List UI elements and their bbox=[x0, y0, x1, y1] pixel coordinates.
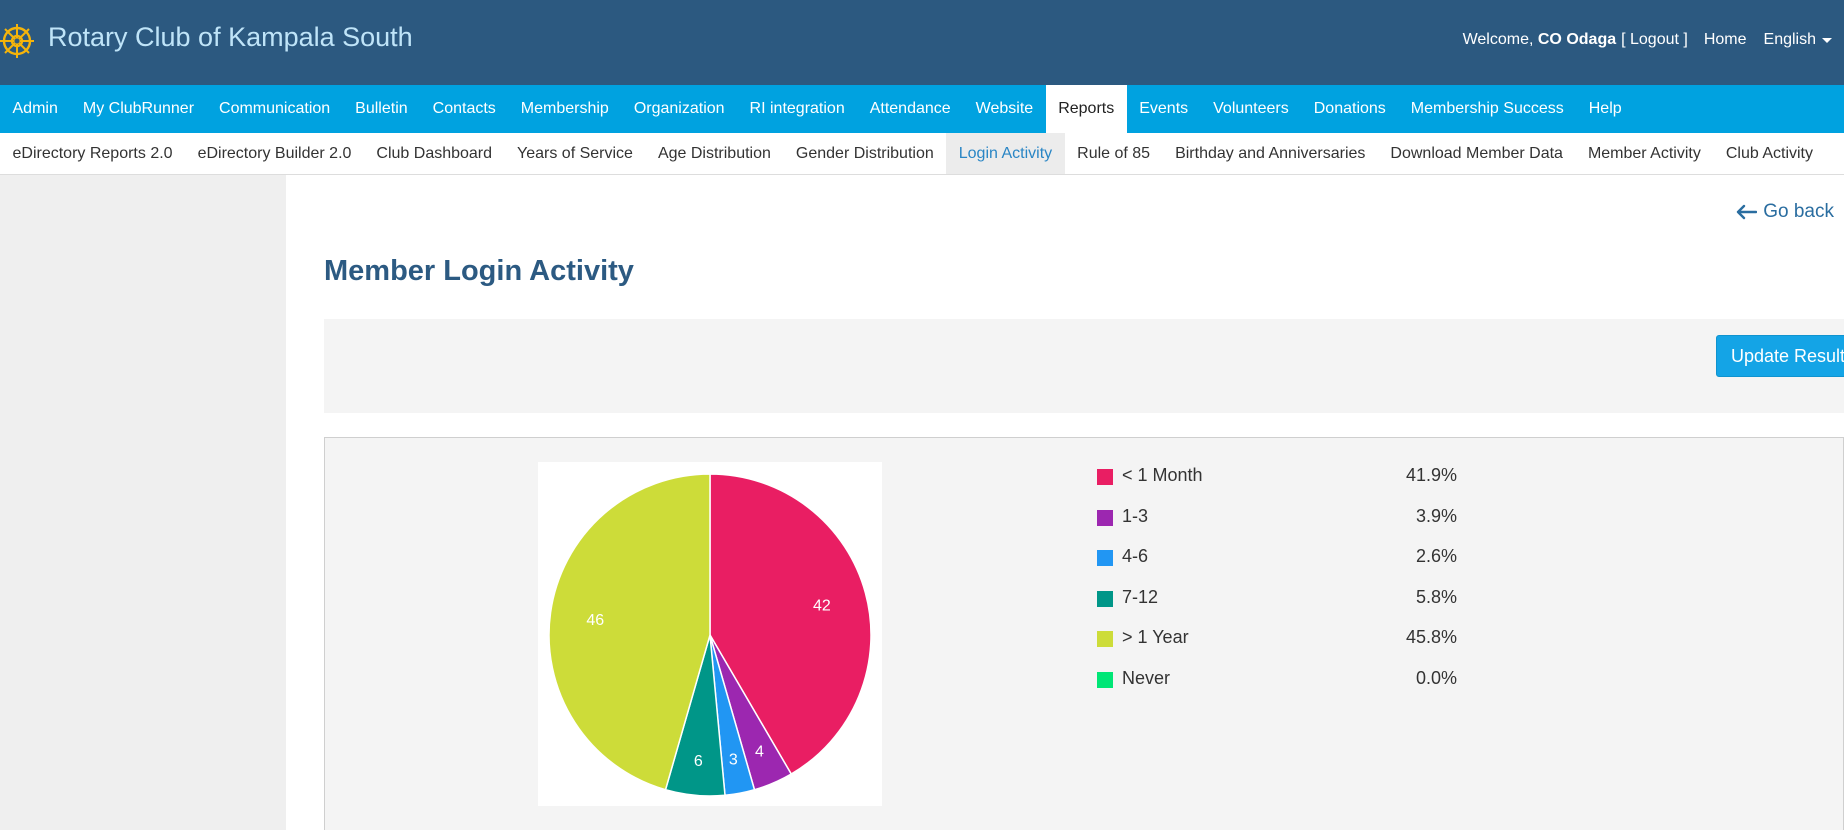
subnav-item-club-dashboard[interactable]: Club Dashboard bbox=[376, 145, 493, 162]
legend-label: < 1 Month bbox=[1122, 465, 1203, 485]
subnav-item-rule-of-85[interactable]: Rule of 85 bbox=[1077, 145, 1151, 162]
nav-item-help[interactable]: Help bbox=[1588, 100, 1622, 117]
subnav-item-edirectory-builder-2-0[interactable]: eDirectory Builder 2.0 bbox=[197, 145, 352, 162]
caret-down-icon bbox=[1822, 37, 1832, 43]
home-link[interactable]: Home bbox=[1703, 31, 1747, 48]
subnav-item-download-member-data[interactable]: Download Member Data bbox=[1390, 145, 1563, 162]
nav-item-ri-integration[interactable]: RI integration bbox=[749, 100, 845, 117]
filter-panel: Update Results bbox=[324, 319, 1844, 413]
legend-percent: 41.9% bbox=[1405, 465, 1457, 485]
subnav-item-years-of-service[interactable]: Years of Service bbox=[517, 145, 633, 162]
main-navigation: Admin My ClubRunner Communication Bulletin C… bbox=[0, 85, 1844, 133]
legend-swatch bbox=[1097, 509, 1113, 526]
legend-item: 4-6 2.6% bbox=[1097, 546, 1457, 587]
legend-percent: 2.6% bbox=[1415, 546, 1457, 566]
legend-swatch bbox=[1097, 469, 1113, 485]
nav-item-website[interactable]: Website bbox=[975, 100, 1034, 117]
legend-item: Never 0.0% bbox=[1097, 668, 1457, 709]
reports-subnavigation: eDirectory Reports 2.0 eDirectory Builder… bbox=[0, 133, 1844, 175]
logout-link[interactable]: [ Logout ] bbox=[1621, 31, 1688, 48]
chart-legend: < 1 Month 41.9% 1-3 3.9% 4-6 2.6% 7-12 5.8% > 1 … bbox=[1097, 465, 1457, 708]
legend-label: 4-6 bbox=[1122, 546, 1149, 566]
pie-data-label: 4 bbox=[755, 743, 764, 760]
subnav-item-login-activity[interactable]: Login Activity bbox=[946, 133, 1065, 174]
nav-item-my-clubrunner[interactable]: My ClubRunner bbox=[82, 100, 195, 117]
legend-swatch bbox=[1097, 550, 1113, 566]
nav-item-donations[interactable]: Donations bbox=[1313, 100, 1386, 117]
nav-item-organization[interactable]: Organization bbox=[633, 100, 725, 117]
arrow-left-icon bbox=[1737, 204, 1758, 220]
pie-data-label: 42 bbox=[813, 598, 831, 615]
legend-swatch bbox=[1097, 671, 1113, 688]
nav-item-admin[interactable]: Admin bbox=[12, 100, 58, 117]
legend-item: < 1 Month 41.9% bbox=[1097, 465, 1457, 506]
pie-slice-1-year[interactable] bbox=[548, 473, 711, 791]
user-name: CO Odaga bbox=[1537, 31, 1617, 48]
pie-data-label: 6 bbox=[694, 753, 703, 770]
nav-item-membership-success[interactable]: Membership Success bbox=[1410, 100, 1564, 117]
go-back-link[interactable]: Go back bbox=[1735, 201, 1834, 223]
nav-item-attendance[interactable]: Attendance bbox=[869, 100, 951, 117]
nav-item-membership[interactable]: Membership bbox=[520, 100, 609, 117]
legend-item: 7-12 5.8% bbox=[1097, 587, 1457, 628]
legend-percent: 0.0% bbox=[1415, 667, 1457, 688]
go-back-label: Go back bbox=[1763, 201, 1834, 222]
welcome-prefix: Welcome, bbox=[1462, 31, 1534, 48]
legend-label: > 1 Year bbox=[1122, 627, 1189, 647]
nav-item-contacts[interactable]: Contacts bbox=[432, 100, 496, 117]
pie-chart-svg: 42 43 6 46 bbox=[548, 473, 872, 797]
nav-item-communication[interactable]: Communication bbox=[219, 100, 331, 117]
user-menu: Welcome, CO Odaga [ Logout ] Home Englis… bbox=[1463, 31, 1832, 49]
top-header: Rotary Club of Kampala South Welcome, CO… bbox=[0, 0, 1844, 85]
pie-data-label: 3 bbox=[729, 751, 738, 768]
legend-label: Never bbox=[1122, 667, 1171, 688]
nav-item-volunteers[interactable]: Volunteers bbox=[1213, 100, 1289, 117]
rotary-logo-icon bbox=[0, 24, 34, 58]
legend-item: 1-3 3.9% bbox=[1097, 506, 1457, 547]
update-results-button[interactable]: Update Results bbox=[1716, 335, 1844, 377]
pie-data-label: 46 bbox=[586, 612, 604, 629]
subnav-item-member-activity[interactable]: Member Activity bbox=[1587, 145, 1701, 162]
legend-swatch bbox=[1097, 631, 1113, 647]
welcome-text: Welcome, CO Odaga bbox=[1463, 31, 1617, 49]
language-dropdown[interactable]: English bbox=[1764, 31, 1832, 49]
subnav-item-age-distribution[interactable]: Age Distribution bbox=[657, 145, 771, 162]
pie-slice-1-month[interactable] bbox=[709, 473, 872, 776]
language-label: English bbox=[1763, 31, 1816, 48]
legend-percent: 3.9% bbox=[1415, 505, 1457, 526]
chart-panel: 42 4 3 6 46 < 1 Month 41.9% 1-3 3.9% 4-6 2.6% 7-12… bbox=[324, 437, 1844, 830]
legend-label: 1-3 bbox=[1122, 505, 1149, 526]
subnav-item-club-activity[interactable]: Club Activity bbox=[1725, 145, 1813, 162]
legend-label: 7-12 bbox=[1122, 586, 1159, 607]
legend-item: > 1 Year 45.8% bbox=[1097, 627, 1457, 668]
nav-item-bulletin[interactable]: Bulletin bbox=[355, 100, 408, 117]
club-name[interactable]: Rotary Club of Kampala South bbox=[48, 22, 413, 52]
subnav-item-gender-distribution[interactable]: Gender Distribution bbox=[795, 145, 934, 162]
nav-item-reports[interactable]: Reports bbox=[1045, 85, 1127, 133]
legend-percent: 5.8% bbox=[1415, 586, 1457, 607]
pie-chart: 42 4 3 6 46 bbox=[538, 462, 882, 806]
main-content: Go back Member Login Activity Update Res… bbox=[286, 175, 1844, 830]
nav-item-events[interactable]: Events bbox=[1139, 100, 1189, 117]
legend-swatch bbox=[1097, 590, 1113, 607]
legend-percent: 45.8% bbox=[1405, 627, 1457, 647]
subnav-item-birthday-and-anniversaries[interactable]: Birthday and Anniversaries bbox=[1175, 145, 1366, 162]
subnav-item-edirectory-reports-2-0[interactable]: eDirectory Reports 2.0 bbox=[12, 145, 173, 162]
page-title: Member Login Activity bbox=[324, 255, 634, 287]
